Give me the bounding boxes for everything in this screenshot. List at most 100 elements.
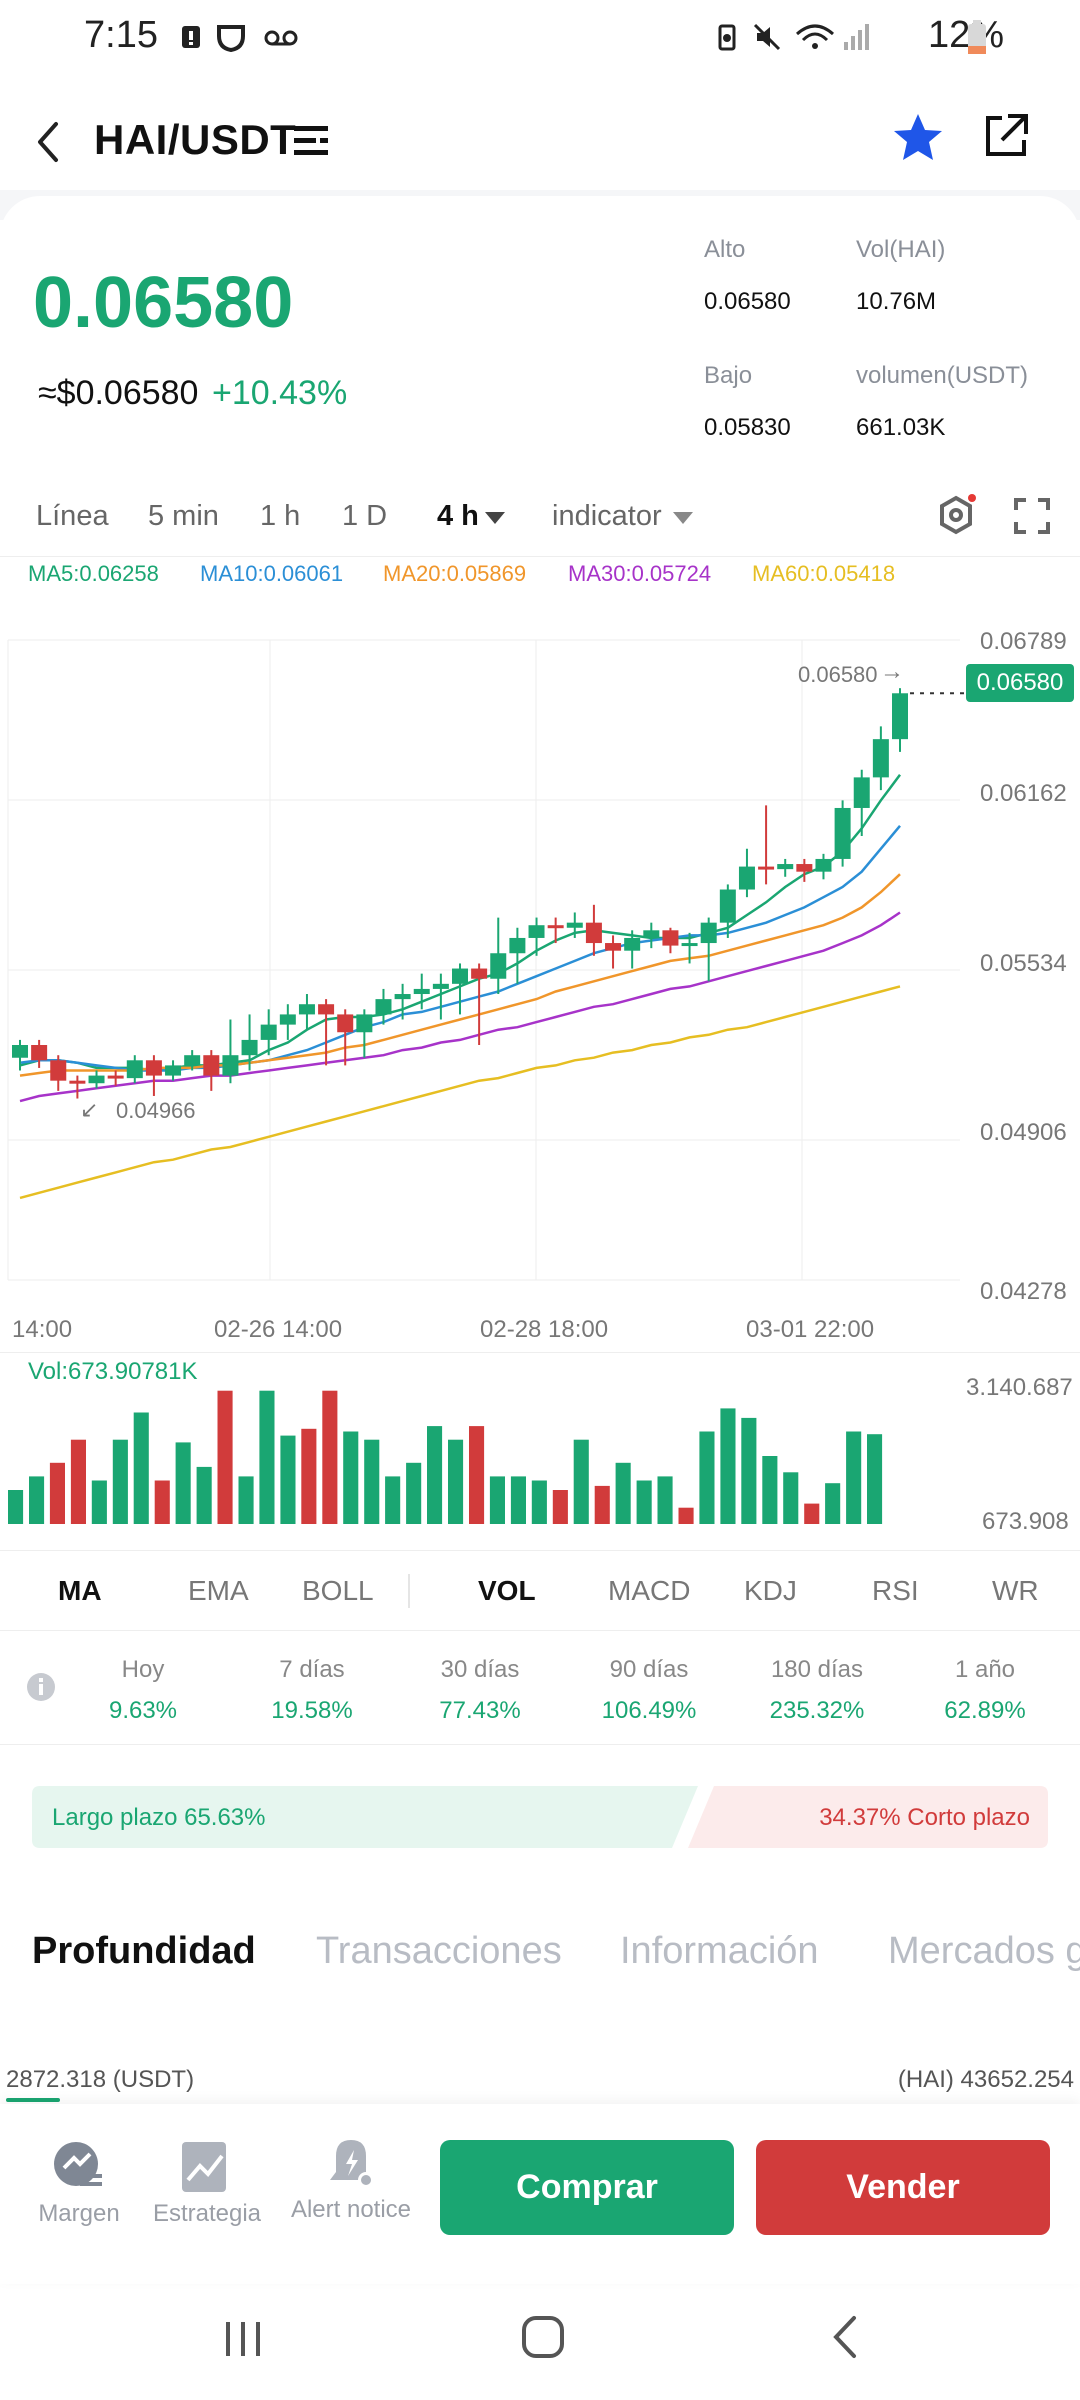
wifi-icon xyxy=(796,24,834,49)
volume-bar xyxy=(678,1507,694,1524)
candle-body xyxy=(662,930,679,946)
arrow-left-icon: ↙ xyxy=(80,1097,99,1122)
candle-body xyxy=(31,1045,48,1061)
volume-bar xyxy=(91,1480,107,1524)
candle-body xyxy=(624,937,641,951)
alert-label[interactable]: Alert notice xyxy=(290,2196,412,2223)
volume-bar xyxy=(594,1485,610,1524)
mute-icon xyxy=(753,23,781,51)
candle-body xyxy=(892,693,908,740)
y-tick: 0.04906 xyxy=(980,1119,1067,1146)
short-ratio: 34.37% Corto plazo xyxy=(819,1804,1030,1831)
depth-left: 2872.318 (USDT) xyxy=(6,2066,195,2093)
x-tick: 14:00 xyxy=(12,1316,73,1343)
perf-value: 62.89% xyxy=(944,1697,1026,1724)
tab-wr[interactable]: WR xyxy=(992,1575,1039,1606)
high-value: 0.06580 xyxy=(704,288,791,315)
share-icon[interactable] xyxy=(980,110,1032,162)
candle-body xyxy=(719,889,736,923)
tab-5min[interactable]: 5 min xyxy=(148,500,219,532)
perf-value: 9.63% xyxy=(108,1697,178,1724)
tab-kdj[interactable]: KDJ xyxy=(744,1575,797,1606)
voicemail-icon xyxy=(264,30,298,46)
strategy-label[interactable]: Estrategia xyxy=(152,2200,262,2227)
recent-apps-icon[interactable] xyxy=(222,2318,264,2360)
tab-informacion[interactable]: Información xyxy=(620,1930,819,1972)
candle-body xyxy=(605,943,622,951)
sell-button[interactable]: Vender xyxy=(756,2140,1050,2235)
tab-boll[interactable]: BOLL xyxy=(302,1575,374,1606)
candle-body xyxy=(12,1045,28,1058)
app-header: HAI/USDT xyxy=(0,90,1080,200)
volume-label: Vol:673.90781K xyxy=(28,1358,198,1385)
tab-rsi[interactable]: RSI xyxy=(872,1575,919,1606)
tab-4h[interactable]: 4 h xyxy=(437,500,479,532)
tab-ma[interactable]: MA xyxy=(58,1575,102,1606)
pair-title[interactable]: HAI/USDT xyxy=(94,116,297,163)
tab-mercados[interactable]: Mercados g xyxy=(888,1930,1080,1972)
volume-bar xyxy=(154,1480,170,1524)
volume-bar xyxy=(552,1490,568,1524)
info-icon[interactable] xyxy=(26,1672,56,1702)
buy-button[interactable]: Comprar xyxy=(440,2140,734,2235)
candle-body xyxy=(700,922,717,944)
volume-bar xyxy=(657,1476,673,1524)
perf-value: 19.58% xyxy=(271,1697,353,1724)
home-icon[interactable] xyxy=(520,2314,566,2360)
status-bar: 7:15 12% xyxy=(0,0,1080,80)
ma30-legend: MA30:0.05724 xyxy=(568,561,712,586)
volume-bar xyxy=(427,1426,443,1524)
tab-vol[interactable]: VOL xyxy=(478,1575,536,1606)
last-price: 0.06580 xyxy=(33,263,294,343)
candle-body xyxy=(758,866,775,870)
candle-body xyxy=(145,1060,162,1076)
tab-macd[interactable]: MACD xyxy=(608,1575,691,1606)
fullscreen-icon[interactable] xyxy=(1012,496,1052,536)
vol-usdt-label: volumen(USDT) xyxy=(856,362,1029,389)
star-icon[interactable] xyxy=(890,110,946,166)
margin-icon[interactable] xyxy=(52,2140,106,2194)
chevron-down-icon[interactable] xyxy=(484,510,506,526)
nav-back-icon[interactable] xyxy=(828,2314,862,2360)
volume-bar xyxy=(364,1439,380,1524)
back-icon[interactable] xyxy=(30,114,66,170)
high-label: Alto xyxy=(704,236,746,263)
tab-indicator[interactable]: indicator xyxy=(552,500,662,532)
candle-body xyxy=(509,937,526,954)
volume-bar xyxy=(280,1435,296,1524)
tab-ema[interactable]: EMA xyxy=(188,1575,249,1606)
margin-label[interactable]: Margen xyxy=(38,2200,120,2227)
divider xyxy=(408,1574,410,1608)
tab-linea[interactable]: Línea xyxy=(36,500,109,532)
notification-icon xyxy=(182,26,200,48)
candlestick-chart[interactable] xyxy=(0,600,1080,1360)
perf-label: Hoy xyxy=(121,1656,165,1683)
strategy-icon[interactable] xyxy=(180,2140,230,2194)
ma60-legend: MA60:0.05418 xyxy=(752,561,896,586)
tab-profundidad[interactable]: Profundidad xyxy=(32,1930,256,1972)
divider xyxy=(0,1744,1080,1745)
candle-body xyxy=(88,1075,105,1084)
settings-icon[interactable] xyxy=(936,494,976,538)
alert-bell-icon[interactable] xyxy=(326,2136,376,2192)
tab-1d[interactable]: 1 D xyxy=(342,500,388,532)
y-tick: 0.05534 xyxy=(980,950,1067,977)
tab-transacciones[interactable]: Transacciones xyxy=(316,1930,562,1972)
volume-bar xyxy=(448,1439,464,1524)
ma10-line xyxy=(19,824,901,1072)
volume-bar xyxy=(741,1417,757,1524)
x-tick: 03-01 22:00 xyxy=(746,1316,875,1343)
volume-bar xyxy=(636,1480,652,1524)
vol-usdt-value: 661.03K xyxy=(856,414,946,441)
candle-body xyxy=(184,1055,201,1066)
menu-icon[interactable] xyxy=(292,120,330,160)
divider xyxy=(0,1550,1080,1551)
tab-1h[interactable]: 1 h xyxy=(260,500,301,532)
sentiment-bar xyxy=(32,1786,1048,1848)
candle-body xyxy=(471,968,488,979)
chevron-down-icon[interactable] xyxy=(672,510,694,526)
perf-label: 30 días xyxy=(440,1656,520,1683)
candle-body xyxy=(853,777,870,808)
candle-body xyxy=(796,864,813,872)
shield-icon xyxy=(217,25,245,52)
